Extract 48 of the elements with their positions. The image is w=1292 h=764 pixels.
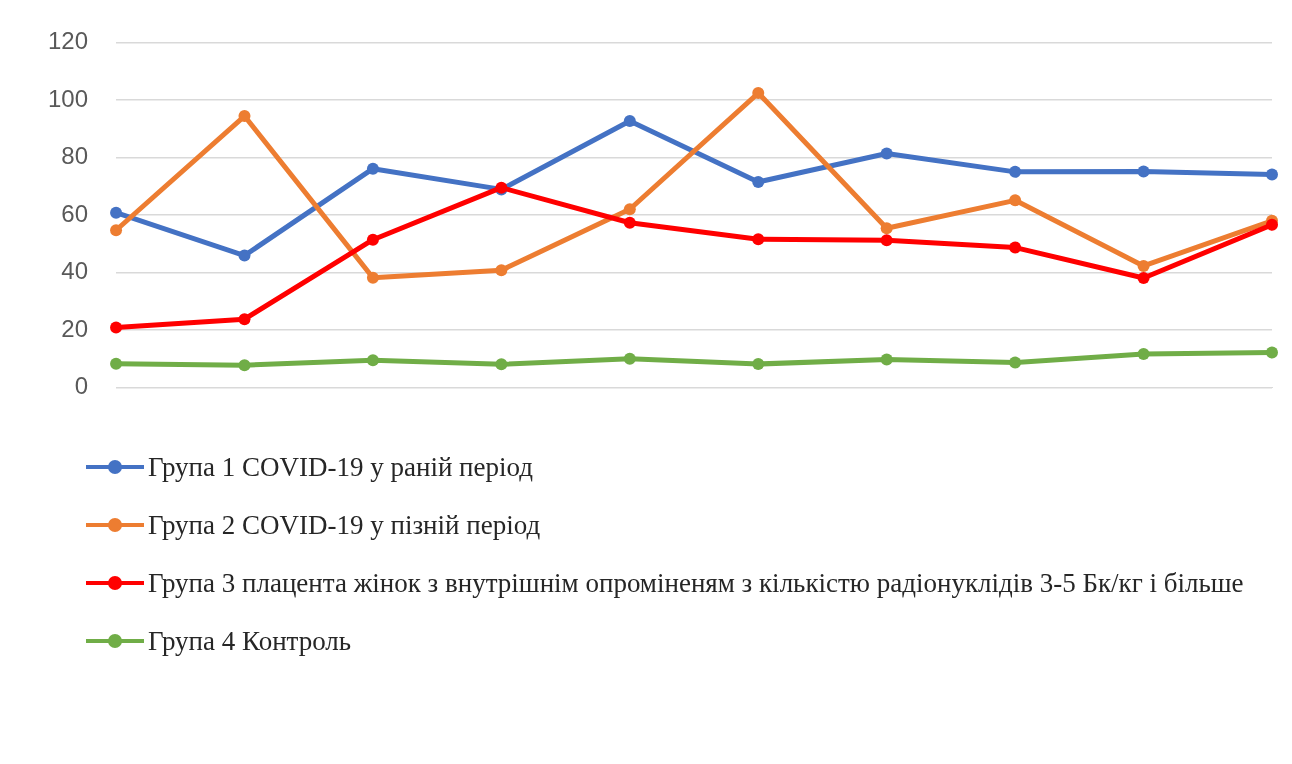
point [110, 321, 123, 334]
point [495, 264, 508, 277]
point [1137, 272, 1150, 284]
point [623, 114, 636, 127]
point [366, 271, 379, 284]
point [1266, 168, 1278, 181]
point [1266, 218, 1278, 231]
y-tick-label: 20 [61, 314, 89, 342]
legend-label: Група 3 плацента жінок з внутрішнім опроміненям з кількістю радіонуклідів 3-5 Бк/кг і більше [148, 567, 1244, 600]
point [366, 354, 379, 367]
y-tick-label: 120 [48, 27, 89, 55]
point [110, 224, 123, 237]
point [1137, 259, 1150, 272]
point [623, 352, 636, 365]
point [238, 313, 251, 326]
point [238, 110, 251, 123]
point [880, 353, 893, 366]
point [1137, 165, 1150, 178]
point [752, 87, 765, 100]
point [880, 222, 893, 235]
y-tick-label: 80 [61, 142, 89, 170]
point [880, 234, 893, 247]
point [1009, 194, 1022, 207]
point [1009, 165, 1022, 178]
point [366, 233, 379, 246]
legend-label: Група 1 COVID-19 у раній період [148, 451, 534, 484]
point [110, 206, 123, 219]
point [880, 147, 893, 160]
point [752, 358, 765, 371]
y-tick-label: 100 [48, 84, 89, 112]
point [752, 175, 765, 188]
point [1266, 346, 1278, 359]
point [623, 203, 636, 216]
legend-label: Група 2 COVID-19 у пізній період [148, 509, 541, 542]
point [366, 162, 379, 175]
point [1009, 356, 1022, 369]
y-tick-label: 40 [61, 257, 89, 285]
y-tick-label: 60 [61, 199, 89, 227]
point [752, 233, 765, 246]
point [238, 249, 251, 262]
y-tick-label: 0 [74, 372, 89, 400]
legend-label: Група 4 Контроль [148, 625, 352, 658]
point [623, 216, 636, 229]
point [495, 358, 508, 371]
point [1009, 241, 1022, 254]
point [238, 359, 251, 372]
point [110, 357, 123, 370]
point [1137, 347, 1150, 360]
